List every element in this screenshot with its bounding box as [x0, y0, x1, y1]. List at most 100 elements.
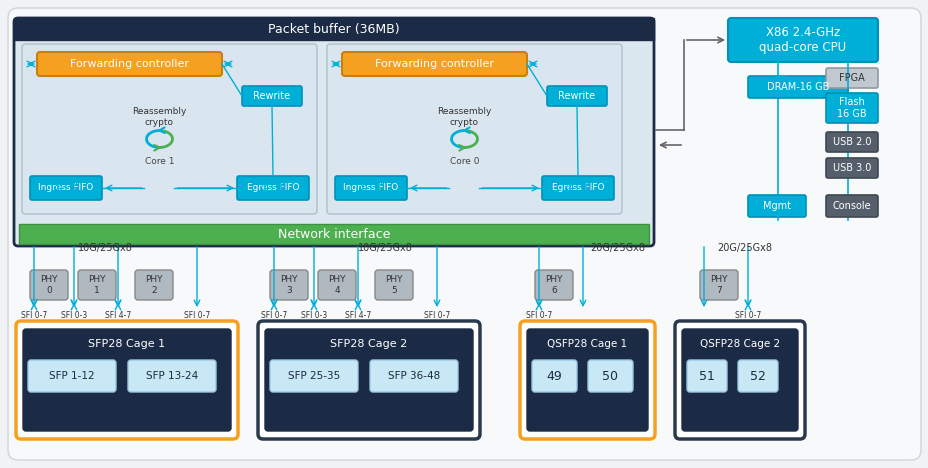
- FancyBboxPatch shape: [30, 270, 68, 300]
- Text: Rewrite: Rewrite: [253, 91, 290, 101]
- FancyBboxPatch shape: [825, 195, 877, 217]
- Text: SFI 0-3: SFI 0-3: [301, 310, 327, 320]
- Text: 10G/25Gx8: 10G/25Gx8: [357, 243, 412, 253]
- Text: SFI 0-7: SFI 0-7: [734, 310, 760, 320]
- FancyBboxPatch shape: [535, 270, 573, 300]
- Text: SFP28 Cage 2: SFP28 Cage 2: [330, 339, 407, 349]
- Text: Mgmt: Mgmt: [762, 201, 790, 211]
- FancyBboxPatch shape: [825, 68, 877, 88]
- FancyBboxPatch shape: [737, 360, 777, 392]
- FancyBboxPatch shape: [258, 321, 480, 439]
- Text: QSFP28 Cage 2: QSFP28 Cage 2: [699, 339, 780, 349]
- FancyBboxPatch shape: [747, 195, 806, 217]
- FancyBboxPatch shape: [327, 44, 622, 214]
- Text: Egress FIFO: Egress FIFO: [247, 183, 299, 192]
- FancyBboxPatch shape: [687, 360, 727, 392]
- FancyBboxPatch shape: [30, 176, 102, 200]
- Text: Core 1: Core 1: [145, 156, 174, 166]
- Text: PHY
5: PHY 5: [385, 275, 403, 295]
- Text: PHY
4: PHY 4: [328, 275, 345, 295]
- FancyBboxPatch shape: [747, 76, 847, 98]
- FancyBboxPatch shape: [541, 176, 613, 200]
- FancyBboxPatch shape: [128, 360, 216, 392]
- Text: Egress FIFO: Egress FIFO: [551, 183, 603, 192]
- Text: 10G/25Gx8: 10G/25Gx8: [77, 243, 133, 253]
- Text: 20G/25Gx8: 20G/25Gx8: [716, 243, 772, 253]
- Text: SFI 0-7: SFI 0-7: [525, 310, 551, 320]
- Text: SFI 4-7: SFI 4-7: [105, 310, 131, 320]
- FancyBboxPatch shape: [342, 52, 526, 76]
- Text: Network interface: Network interface: [277, 227, 390, 241]
- Text: SFP28 Cage 1: SFP28 Cage 1: [88, 339, 165, 349]
- Text: QSFP28 Cage 1: QSFP28 Cage 1: [547, 339, 626, 349]
- FancyBboxPatch shape: [317, 270, 355, 300]
- Text: 52: 52: [749, 370, 765, 382]
- FancyBboxPatch shape: [135, 270, 173, 300]
- Text: PHY
0: PHY 0: [40, 275, 58, 295]
- Text: 20G/25Gx8: 20G/25Gx8: [590, 243, 645, 253]
- Text: Core 0: Core 0: [449, 156, 479, 166]
- Text: SFI 4-7: SFI 4-7: [344, 310, 370, 320]
- Text: Forwarding controller: Forwarding controller: [70, 59, 188, 69]
- FancyBboxPatch shape: [532, 360, 576, 392]
- Text: Packet buffer (36MB): Packet buffer (36MB): [268, 22, 399, 36]
- FancyBboxPatch shape: [14, 18, 653, 246]
- Text: PHY
2: PHY 2: [145, 275, 162, 295]
- FancyBboxPatch shape: [28, 360, 116, 392]
- Text: USB 3.0: USB 3.0: [831, 163, 870, 173]
- FancyBboxPatch shape: [335, 176, 406, 200]
- Text: FPGA: FPGA: [838, 73, 864, 83]
- FancyBboxPatch shape: [825, 158, 877, 178]
- FancyBboxPatch shape: [270, 360, 357, 392]
- Text: 50: 50: [601, 370, 617, 382]
- Text: SFP 1-12: SFP 1-12: [49, 371, 95, 381]
- FancyBboxPatch shape: [681, 329, 797, 431]
- FancyBboxPatch shape: [78, 270, 116, 300]
- Text: SFP 25-35: SFP 25-35: [288, 371, 340, 381]
- Text: Reassembly
crypto: Reassembly crypto: [437, 107, 491, 127]
- Bar: [14, 18, 653, 40]
- Text: SFI 0-7: SFI 0-7: [423, 310, 450, 320]
- FancyBboxPatch shape: [270, 270, 308, 300]
- Text: Reassembly
crypto: Reassembly crypto: [132, 107, 187, 127]
- Bar: [19, 224, 649, 244]
- Text: PHY
7: PHY 7: [710, 275, 727, 295]
- Text: PHY
3: PHY 3: [280, 275, 298, 295]
- Text: Flash
16 GB: Flash 16 GB: [836, 97, 866, 119]
- Text: SFI 0-3: SFI 0-3: [61, 310, 87, 320]
- Text: X86 2.4-GHz
quad-core CPU: X86 2.4-GHz quad-core CPU: [758, 26, 845, 54]
- Text: DRAM-16 GB: DRAM-16 GB: [766, 82, 829, 92]
- Text: Ingress FIFO: Ingress FIFO: [343, 183, 398, 192]
- Text: SFI 0-7: SFI 0-7: [261, 310, 287, 320]
- FancyBboxPatch shape: [16, 321, 238, 439]
- FancyBboxPatch shape: [23, 329, 231, 431]
- Text: USB 2.0: USB 2.0: [831, 137, 870, 147]
- FancyBboxPatch shape: [369, 360, 458, 392]
- FancyBboxPatch shape: [825, 93, 877, 123]
- Text: SFP 36-48: SFP 36-48: [388, 371, 440, 381]
- Text: PHY
6: PHY 6: [545, 275, 562, 295]
- Text: SFI 0-7: SFI 0-7: [20, 310, 47, 320]
- Text: Ingress FIFO: Ingress FIFO: [38, 183, 94, 192]
- Text: PHY
1: PHY 1: [88, 275, 106, 295]
- FancyBboxPatch shape: [22, 44, 316, 214]
- FancyBboxPatch shape: [375, 270, 413, 300]
- FancyBboxPatch shape: [237, 176, 309, 200]
- FancyBboxPatch shape: [37, 52, 222, 76]
- Text: SFP 13-24: SFP 13-24: [146, 371, 198, 381]
- Text: SFI 0-7: SFI 0-7: [184, 310, 210, 320]
- Text: Console: Console: [831, 201, 870, 211]
- Text: Forwarding controller: Forwarding controller: [375, 59, 494, 69]
- FancyBboxPatch shape: [8, 8, 920, 460]
- FancyBboxPatch shape: [587, 360, 632, 392]
- Text: 51: 51: [698, 370, 715, 382]
- FancyBboxPatch shape: [728, 18, 877, 62]
- FancyBboxPatch shape: [699, 270, 737, 300]
- FancyBboxPatch shape: [241, 86, 302, 106]
- FancyBboxPatch shape: [675, 321, 805, 439]
- FancyBboxPatch shape: [547, 86, 606, 106]
- FancyBboxPatch shape: [825, 132, 877, 152]
- FancyBboxPatch shape: [264, 329, 472, 431]
- FancyBboxPatch shape: [526, 329, 648, 431]
- Text: 49: 49: [546, 370, 561, 382]
